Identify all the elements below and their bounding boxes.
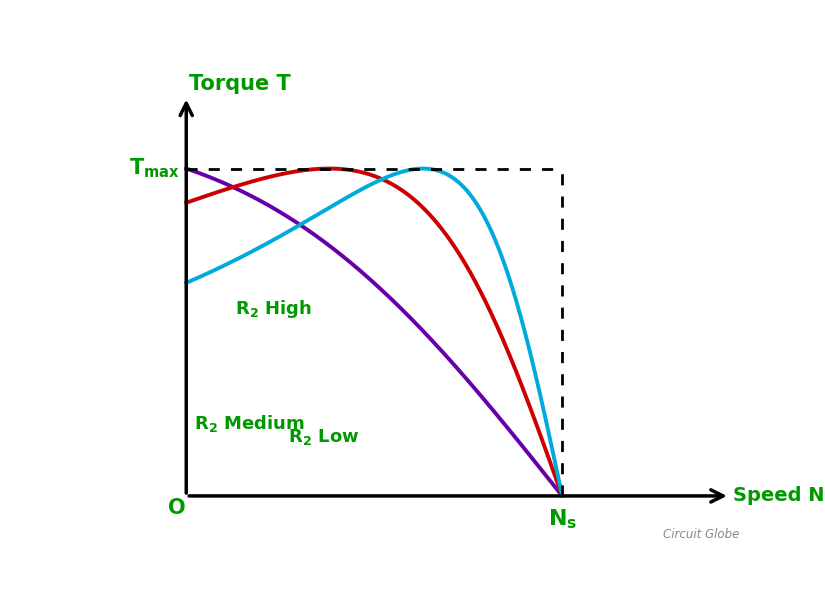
Text: $\mathbf{R_2}$ Low: $\mathbf{R_2}$ Low <box>288 427 359 447</box>
Text: $\mathbf{R_2}$ High: $\mathbf{R_2}$ High <box>235 298 312 320</box>
Text: Speed N: Speed N <box>733 486 824 506</box>
Text: Circuit Globe: Circuit Globe <box>663 528 739 540</box>
Text: Torque T: Torque T <box>190 74 291 95</box>
Text: $\mathbf{R_2}$ Medium: $\mathbf{R_2}$ Medium <box>194 414 304 434</box>
Text: O: O <box>167 498 186 518</box>
Text: $\mathbf{T_{max}}$: $\mathbf{T_{max}}$ <box>129 157 180 181</box>
Text: $\mathbf{N_s}$: $\mathbf{N_s}$ <box>548 508 577 531</box>
